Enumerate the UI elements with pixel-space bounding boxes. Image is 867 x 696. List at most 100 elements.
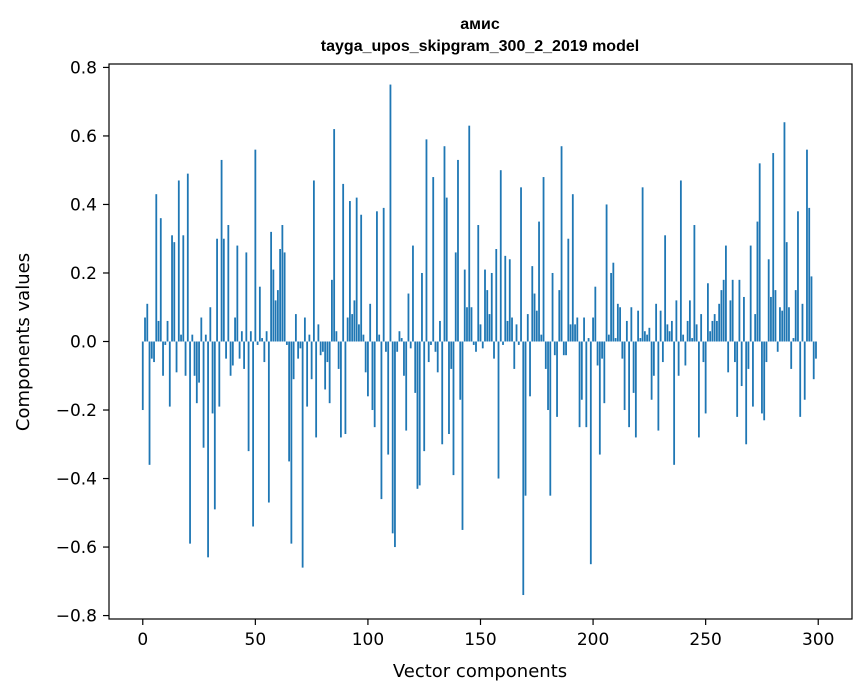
bar (209, 307, 212, 342)
bar (418, 341, 421, 486)
bar (785, 242, 788, 342)
bar (448, 341, 450, 434)
bar (204, 334, 207, 342)
x-axis-label: Vector components (393, 661, 567, 682)
bar (792, 338, 795, 342)
bar (592, 317, 594, 342)
bar (790, 341, 793, 369)
bar (725, 245, 727, 342)
bar (184, 341, 187, 376)
bar (783, 122, 786, 342)
bar (488, 314, 491, 342)
bar (594, 286, 597, 342)
bar (524, 341, 527, 496)
chart-subtitle: tayga_upos_skipgram_300_2_2019 model (321, 38, 639, 55)
bar (238, 341, 241, 359)
bar (371, 341, 374, 411)
bar (515, 324, 518, 342)
bar (499, 170, 502, 342)
bar (459, 341, 462, 400)
bar (321, 341, 324, 352)
bar (673, 341, 676, 465)
bar (288, 341, 291, 462)
bar (621, 341, 624, 359)
bar (276, 290, 279, 342)
bar (526, 314, 529, 342)
bar (767, 259, 770, 342)
bar (443, 146, 446, 342)
bar (731, 279, 734, 342)
bar (490, 272, 493, 342)
bar (632, 341, 635, 393)
bar (475, 341, 477, 352)
bar (175, 341, 178, 373)
bar (290, 341, 293, 544)
bar (252, 341, 254, 527)
bar (222, 238, 225, 342)
bar (562, 341, 565, 356)
bar (427, 341, 430, 363)
bar (403, 341, 405, 376)
bar (560, 146, 563, 342)
x-tick-label: 100 (352, 630, 384, 650)
bar (155, 194, 158, 342)
bar (166, 320, 169, 342)
bar (168, 341, 171, 407)
bar (331, 279, 333, 342)
y-tick-label: 0.4 (70, 195, 97, 215)
bar (623, 341, 626, 411)
bar (369, 303, 372, 342)
bar (486, 290, 489, 342)
bar (734, 341, 736, 363)
bar (195, 341, 198, 404)
bar (396, 341, 399, 352)
bar (470, 307, 473, 342)
bar (619, 307, 621, 342)
bar (761, 341, 763, 414)
bar (342, 183, 345, 342)
bar (553, 341, 556, 356)
bar (398, 331, 401, 342)
bar (479, 324, 482, 342)
bar (306, 341, 309, 407)
bar (326, 341, 329, 363)
bar (502, 341, 504, 345)
bar (729, 300, 732, 342)
bar (652, 341, 655, 376)
bar (513, 341, 516, 369)
bar (569, 324, 572, 342)
bar (815, 341, 817, 359)
bar (614, 338, 617, 342)
bar (803, 341, 806, 400)
bar (547, 341, 549, 411)
chart-title: амис (460, 16, 500, 33)
x-tick-label: 150 (464, 630, 496, 650)
bar (589, 341, 592, 565)
bar (150, 341, 153, 359)
bar (628, 341, 630, 428)
bar (312, 180, 315, 342)
bar (299, 341, 302, 349)
bar (382, 207, 385, 342)
bar (657, 341, 660, 431)
bar (794, 290, 797, 342)
bar (400, 338, 403, 342)
bar (281, 225, 284, 342)
bar (294, 314, 297, 342)
bar (700, 314, 703, 342)
bar (301, 341, 304, 568)
y-tick-label: 0.0 (70, 333, 97, 353)
y-tick-label: 0.2 (70, 264, 97, 284)
bar (364, 341, 367, 373)
bar (189, 341, 191, 544)
bar (240, 331, 243, 342)
bar (207, 341, 209, 558)
bar (720, 290, 723, 342)
bar (511, 317, 513, 342)
bar (576, 317, 579, 342)
bar (191, 334, 194, 342)
bar (153, 341, 155, 363)
x-tick-label: 0 (137, 630, 148, 650)
bar (587, 338, 590, 342)
bar (743, 296, 745, 342)
